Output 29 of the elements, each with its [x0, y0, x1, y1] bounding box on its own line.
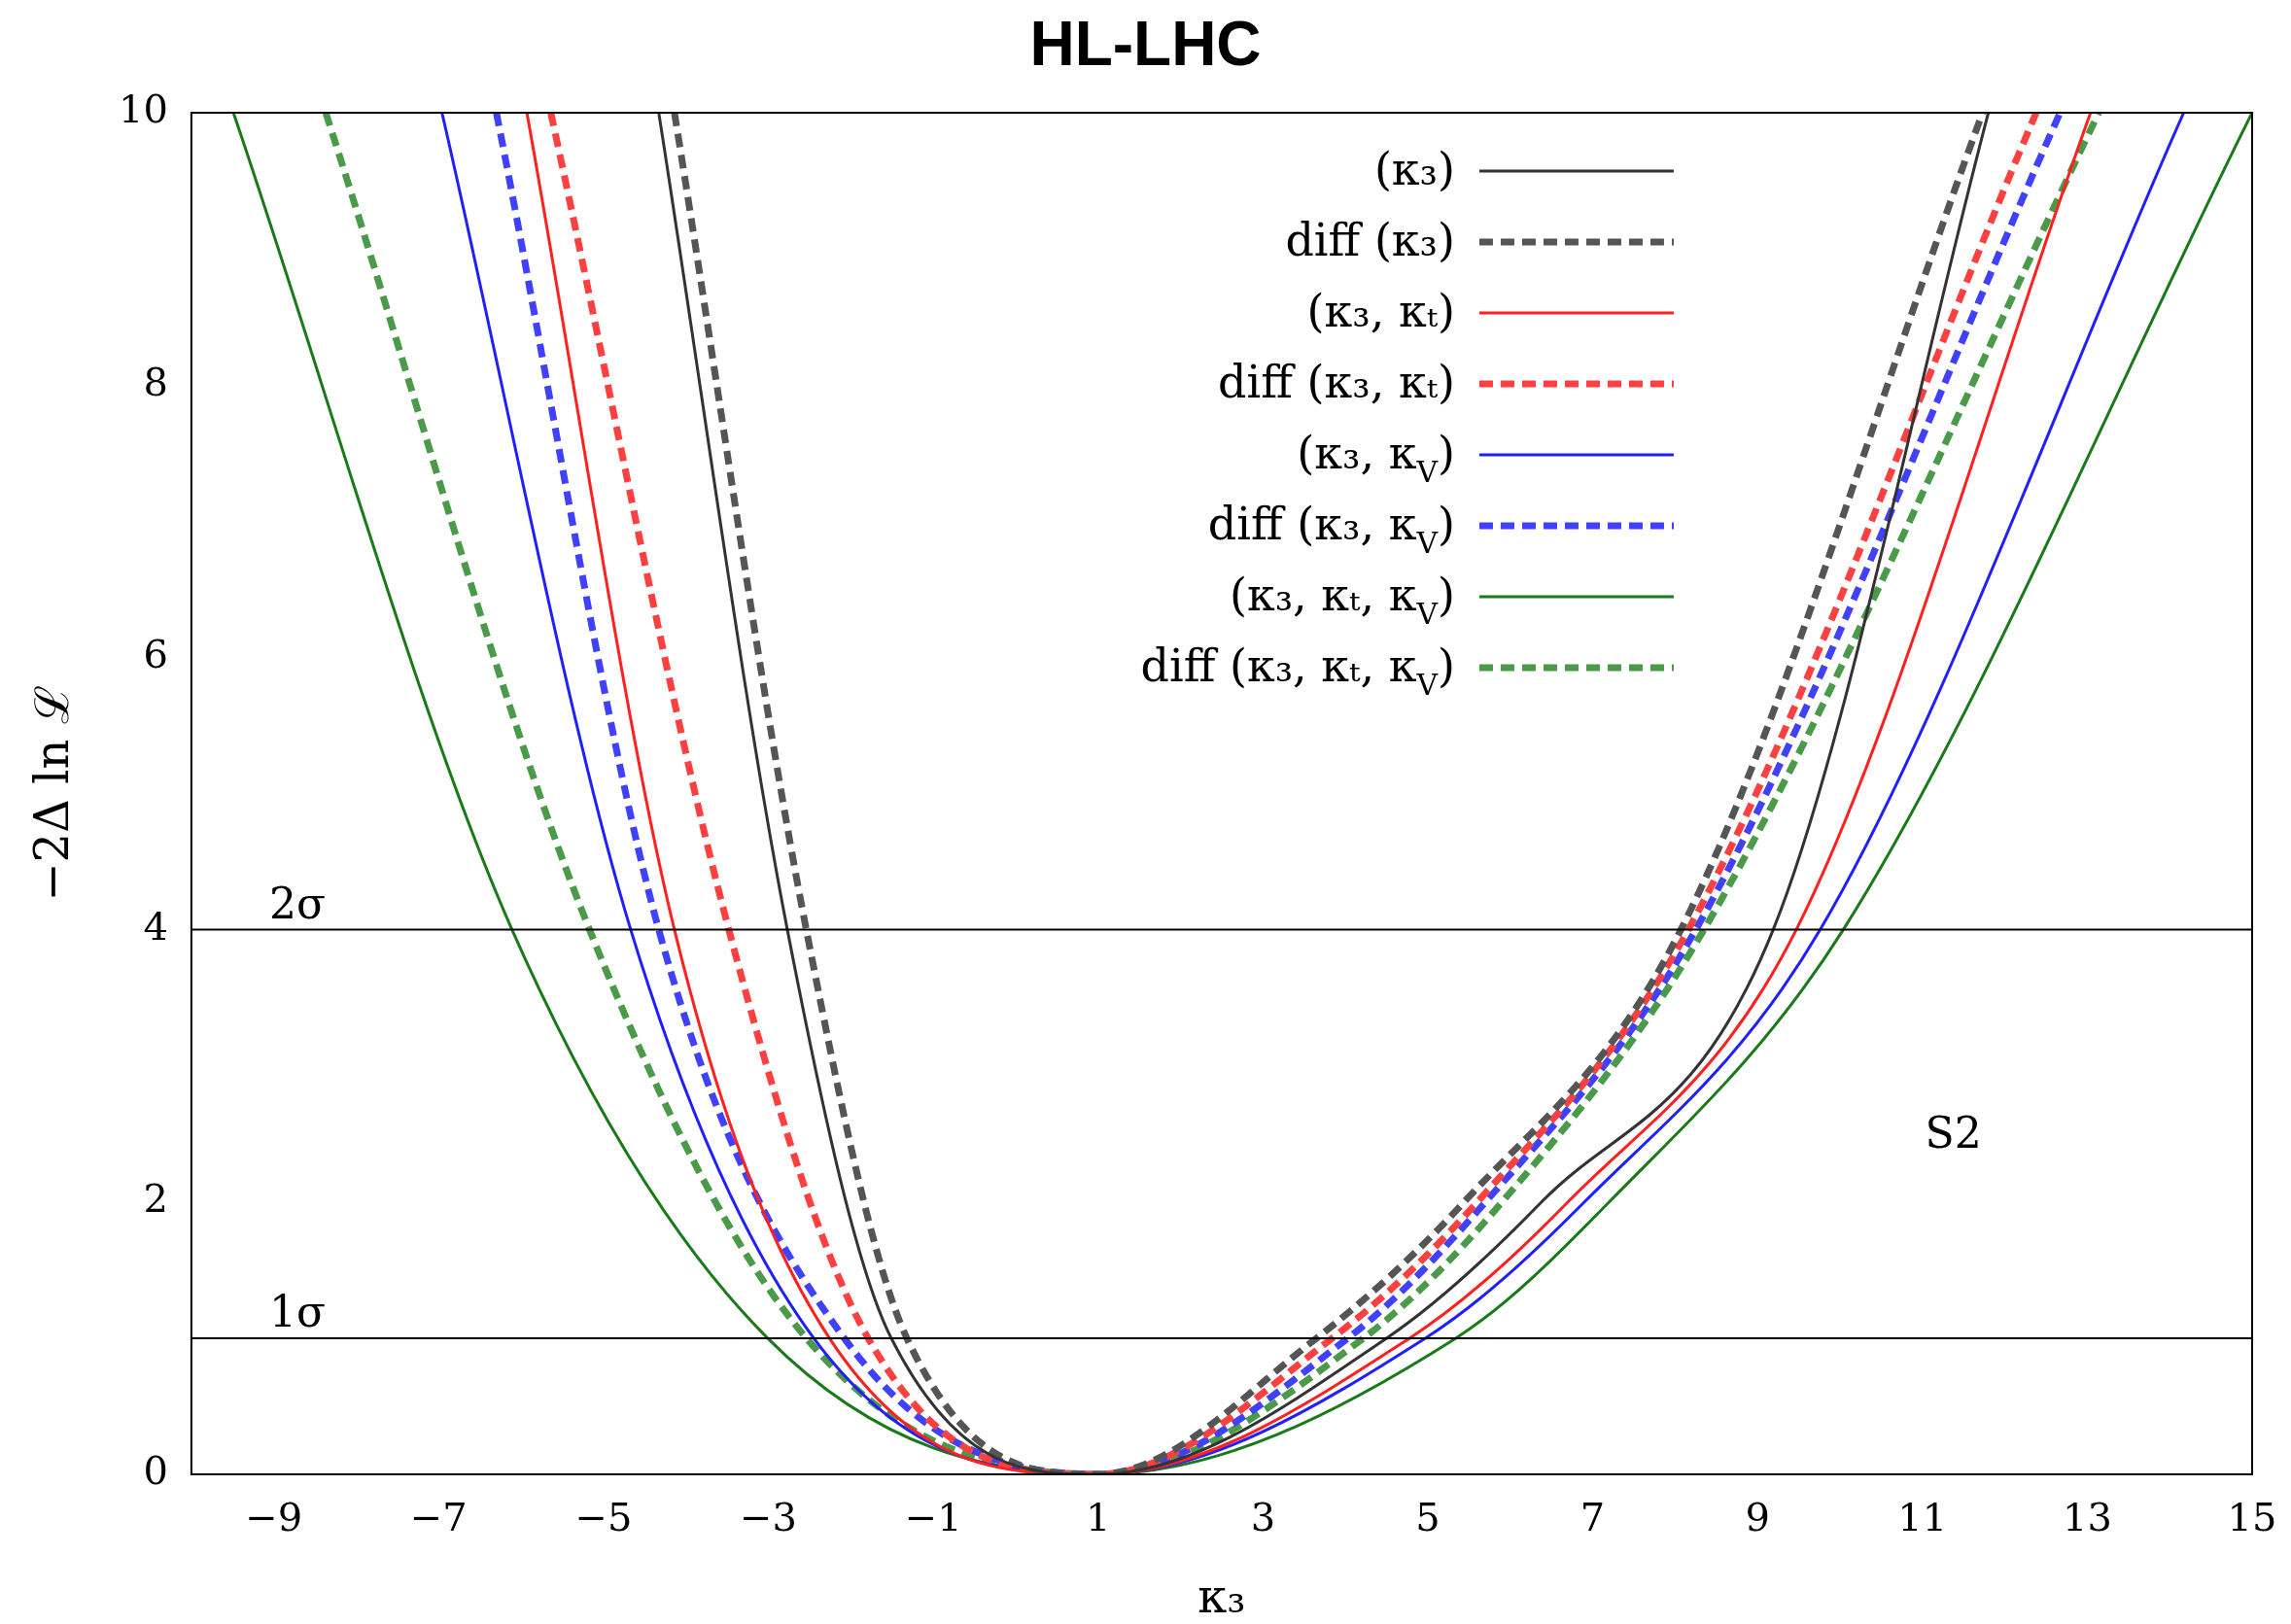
annotation: S2: [1925, 1107, 1982, 1158]
y-tick-label: 10: [118, 86, 168, 132]
x-tick-label: 3: [1250, 1495, 1276, 1540]
x-tick-label: 9: [1745, 1495, 1770, 1540]
y-tick-label: 6: [143, 631, 168, 676]
y-tick-label: 0: [143, 1448, 168, 1494]
ref-line-label: 2σ: [268, 878, 326, 928]
x-tick-label: −5: [574, 1495, 633, 1540]
x-tick-label: 5: [1415, 1495, 1441, 1540]
x-tick-label: 13: [2062, 1495, 2112, 1540]
x-tick-label: −1: [904, 1495, 962, 1540]
x-axis-title: κ₃: [1198, 1569, 1246, 1623]
legend-label: diff (κ₃): [1285, 214, 1455, 266]
y-axis-title: −2Δ ln ℒ: [24, 685, 79, 902]
y-tick-label: 8: [143, 359, 168, 404]
x-tick-label: −9: [245, 1495, 303, 1540]
x-tick-label: 11: [1897, 1495, 1948, 1540]
chart-title: HL-LHC: [1028, 8, 1263, 80]
legend-label: (κ₃, κₜ): [1306, 285, 1455, 337]
x-tick-label: 1: [1086, 1495, 1111, 1540]
legend-label: (κ₃): [1373, 143, 1455, 195]
x-tick-label: −3: [740, 1495, 798, 1540]
x-tick-label: 7: [1579, 1495, 1606, 1540]
y-tick-label: 2: [143, 1176, 168, 1222]
legend-label: diff (κ₃, κₜ): [1218, 356, 1455, 408]
y-tick-label: 4: [143, 903, 168, 949]
x-tick-label: −7: [409, 1495, 468, 1540]
x-tick-label: 15: [2227, 1495, 2277, 1540]
ref-line-label: 1σ: [268, 1286, 326, 1336]
